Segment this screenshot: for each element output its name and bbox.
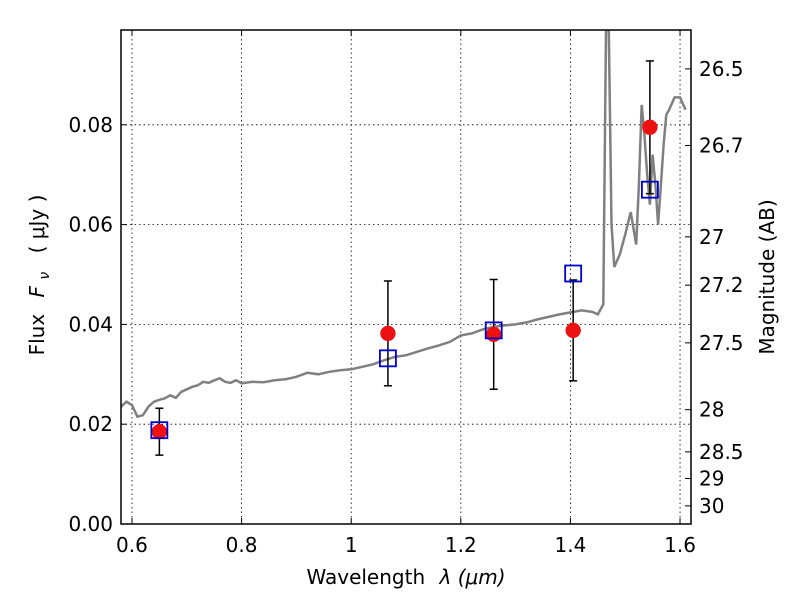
y-tick-label: 0.02 — [68, 412, 113, 436]
y-axis-label: Flux F ν ( μJy ) — [25, 195, 54, 356]
y-tick-label: 0.08 — [68, 113, 113, 137]
y2-axis-label: Magnitude (AB) — [755, 199, 779, 354]
y-tick-label: 0.04 — [68, 312, 113, 336]
x-tick-label: 1.4 — [555, 533, 587, 557]
observed-point — [380, 325, 396, 342]
observed-points — [151, 119, 658, 440]
y-tick-label: 0.00 — [68, 512, 113, 536]
observed-point — [485, 326, 502, 343]
y-axis-label-unit: ( μJy ) — [25, 195, 49, 254]
model-spectrum-line — [121, 30, 687, 419]
x-axis-ticks: 0.6 0.8 1 1.2 1.4 1.6 — [116, 30, 696, 557]
y-tick-label: 0.06 — [68, 213, 113, 237]
x-axis-label: Wavelength λ (μm) — [306, 565, 505, 589]
y2-tick-label: 27 — [699, 225, 724, 249]
x-axis-label-math: λ (μm) — [439, 565, 506, 589]
model-square — [564, 264, 583, 283]
observed-point — [642, 119, 658, 136]
y2-axis-ticks: 26.5 26.7 27 27.2 27.5 28 28.529 30 — [685, 57, 744, 518]
observed-point — [565, 322, 581, 339]
y-axis-label-text: Flux — [25, 314, 49, 356]
observed-point — [151, 423, 168, 440]
y-axis-ticks: 0.00 0.02 0.04 0.06 0.08 — [68, 113, 127, 536]
model-square — [150, 421, 169, 440]
x-tick-label: 1 — [345, 533, 358, 557]
x-tick-label: 0.6 — [116, 533, 148, 557]
y2-tick-label: 30 — [699, 494, 724, 518]
model-square — [379, 349, 397, 368]
x-tick-label: 1.6 — [664, 533, 696, 557]
y2-tick-label: 27.5 — [699, 331, 744, 355]
plot-frame — [120, 29, 692, 525]
model-spectrum — [121, 30, 687, 419]
model-square — [484, 321, 503, 340]
y-axis-label-symbol: F — [25, 285, 49, 297]
x-axis-label-text: Wavelength — [306, 565, 425, 589]
model-squares — [150, 180, 659, 440]
y2-tick-label: 28.5 — [699, 440, 744, 464]
error-bars — [155, 60, 654, 456]
y2-tick-label: 29 — [699, 466, 724, 490]
x-tick-label: 1.2 — [445, 533, 477, 557]
y-axis-label-subscript: ν — [37, 272, 53, 280]
x-tick-label: 0.8 — [226, 533, 258, 557]
y2-tick-label: 26.5 — [699, 57, 744, 81]
y2-tick-label: 28 — [699, 398, 724, 422]
y2-tick-label: 26.7 — [699, 133, 744, 157]
model-square — [640, 180, 659, 199]
y2-tick-label: 27.2 — [699, 273, 744, 297]
